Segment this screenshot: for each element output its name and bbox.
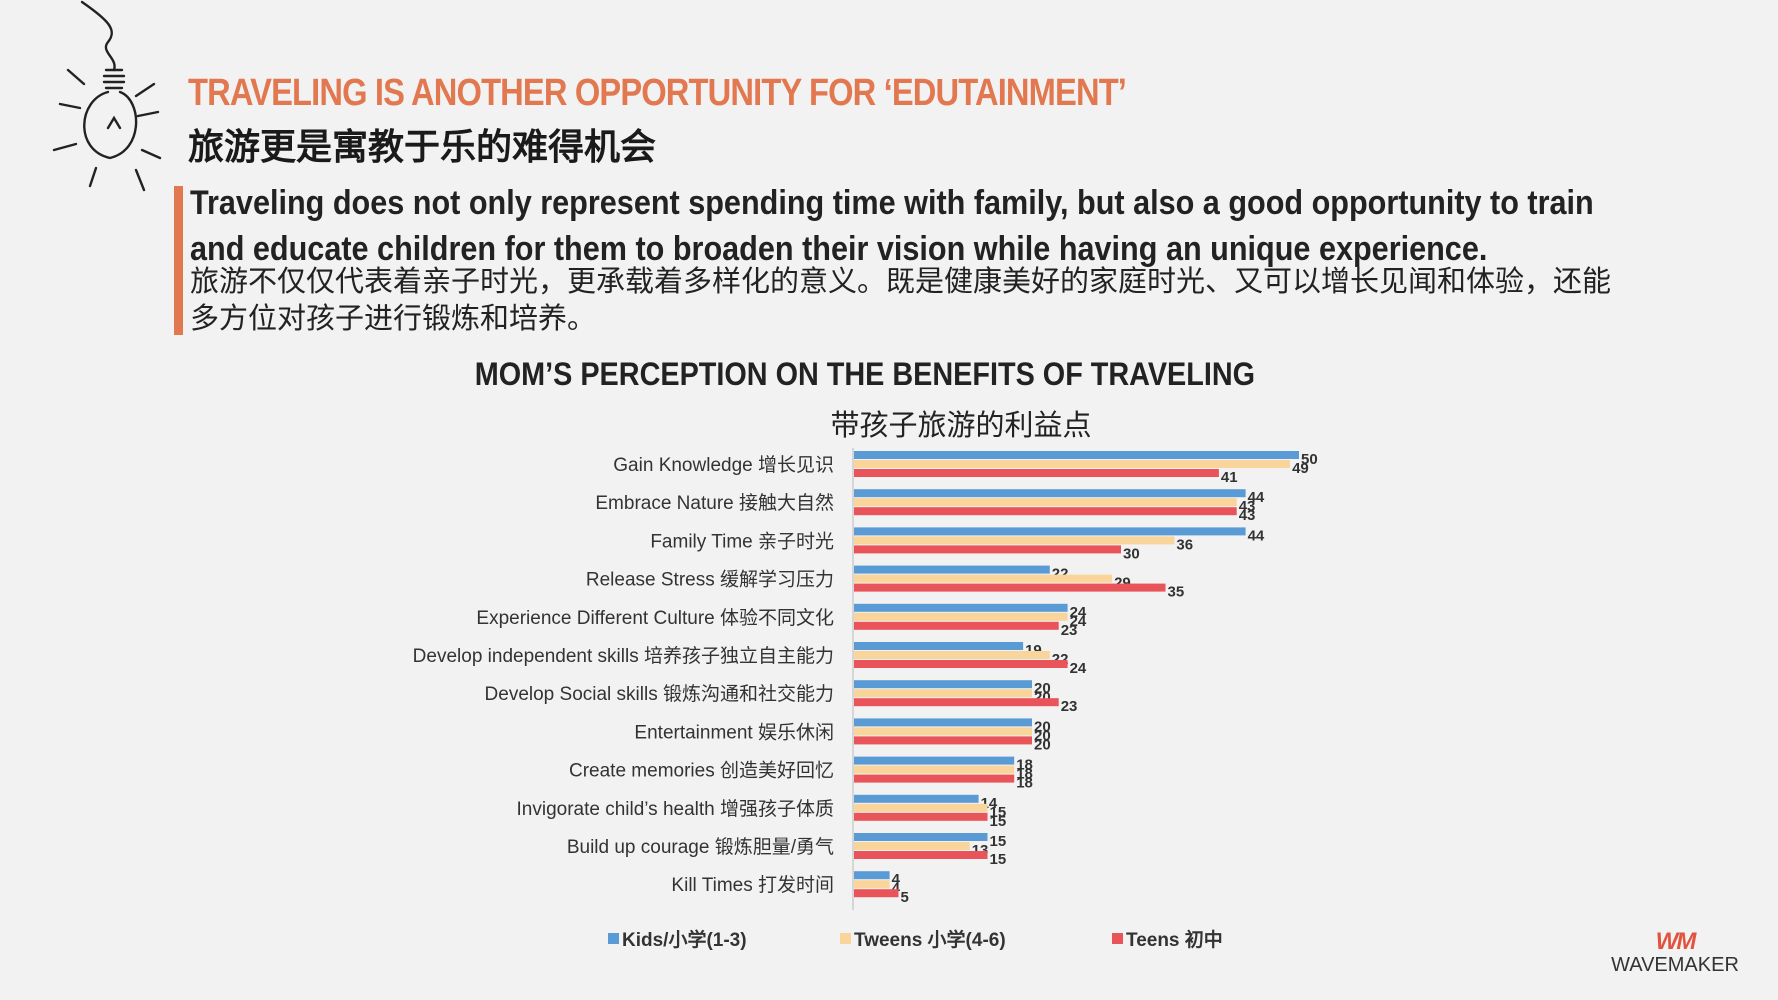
data-label: 20 (1034, 680, 1051, 697)
data-label: 15 (990, 833, 1007, 850)
bar (854, 680, 1032, 689)
data-label: 15 (990, 804, 1007, 821)
bar (854, 774, 1015, 783)
bar (854, 889, 899, 898)
bar (854, 812, 988, 821)
bar (854, 507, 1237, 516)
data-label: 24 (1070, 604, 1087, 621)
data-label: 24 (1070, 613, 1087, 630)
data-label: 49 (1292, 460, 1309, 477)
bar (854, 545, 1121, 554)
bar (854, 880, 890, 889)
bar (854, 718, 1032, 727)
data-label: 43 (1239, 507, 1256, 524)
category-label: Develop independent skills 培养孩子独立自主能力 (413, 645, 834, 667)
bar (854, 451, 1299, 459)
data-label: 5 (901, 889, 909, 906)
legend-label-tweens: Tweens 小学(4-6) (854, 930, 1006, 951)
bar (854, 871, 890, 880)
data-label: 35 (1168, 584, 1185, 601)
legend-label-kids: Kids/小学(1-3) (622, 930, 747, 951)
data-label: 24 (1070, 660, 1087, 677)
bar (854, 803, 988, 812)
data-label: 4 (892, 880, 901, 897)
data-label: 15 (990, 813, 1007, 830)
accent-bar (174, 186, 183, 335)
bar (854, 642, 1024, 650)
data-label: 20 (1034, 718, 1051, 735)
bar (854, 574, 1113, 583)
category-label: Entertainment 娱乐休闲 (634, 721, 834, 743)
legend-item-tweens: Tweens 小学(4-6) (840, 925, 1006, 952)
bar (854, 736, 1032, 745)
chart-title: MOM’S PERCEPTION ON THE BENEFITS OF TRAV… (474, 356, 1256, 392)
bar (854, 469, 1219, 477)
description-chinese: 旅游不仅仅代表着亲子时光，更承载着多样化的意义。既是健康美好的家庭时光、又可以增… (190, 266, 1612, 335)
category-label: Kill Times 打发时间 (671, 874, 834, 896)
bar (854, 756, 1015, 765)
legend-item-teens: Teens 初中 (1112, 925, 1223, 952)
data-label: 18 (1016, 757, 1033, 774)
data-label: 44 (1248, 489, 1265, 506)
category-label: Develop Social skills 锻炼沟通和社交能力 (485, 683, 834, 705)
page-title: TRAVELING IS ANOTHER OPPORTUNITY FOR ‘ED… (188, 72, 1127, 114)
bar (854, 689, 1032, 698)
legend-label-teens: Teens 初中 (1126, 930, 1223, 951)
category-label: Invigorate child’s health 增强孩子体质 (517, 798, 835, 820)
bar (854, 698, 1059, 707)
bar (854, 621, 1059, 630)
bar (854, 583, 1166, 592)
bar (854, 612, 1068, 621)
logo-text: WAVEMAKER (1611, 954, 1739, 976)
category-label: Family Time 亲子时光 (650, 530, 834, 552)
category-label: Build up courage 锻炼胆量/勇气 (567, 836, 834, 858)
category-label: Create memories 创造美好回忆 (569, 760, 834, 782)
legend-swatch-teens (1112, 933, 1123, 944)
bar (854, 489, 1246, 498)
bar (854, 527, 1246, 536)
data-label: 50 (1301, 451, 1318, 468)
logo-mark: WM (1655, 928, 1697, 955)
chart-subtitle: 带孩子旅游的利益点 (830, 410, 1092, 442)
category-label: Embrace Nature 接触大自然 (595, 492, 834, 514)
category-label: Experience Different Culture 体验不同文化 (476, 607, 834, 629)
data-label: 20 (1034, 727, 1051, 744)
data-label: 36 (1176, 536, 1193, 553)
legend-item-kids: Kids/小学(1-3) (608, 925, 747, 952)
data-label: 23 (1061, 622, 1078, 639)
data-label: 23 (1061, 698, 1078, 715)
bar (854, 536, 1175, 545)
data-label: 44 (1248, 527, 1265, 544)
bar (854, 842, 970, 850)
data-label: 18 (1016, 766, 1033, 783)
bar (854, 851, 988, 859)
bar (854, 660, 1068, 668)
description-english: Traveling does not only represent spendi… (190, 184, 1594, 268)
bar (854, 833, 988, 841)
bar (854, 565, 1050, 574)
data-label: 15 (990, 851, 1007, 868)
data-label: 4 (892, 871, 901, 888)
category-label: Gain Knowledge 增长见识 (613, 454, 834, 476)
bar (854, 727, 1032, 736)
bar (854, 765, 1015, 774)
data-label: 41 (1221, 469, 1238, 486)
legend-swatch-tweens (840, 933, 851, 944)
bar (854, 651, 1050, 659)
data-label: 18 (1016, 775, 1033, 792)
bar (854, 460, 1291, 468)
bar (854, 794, 979, 803)
wavemaker-logo: WM WAVEMAKER (1610, 928, 1740, 977)
legend-swatch-kids (608, 933, 619, 944)
data-label: 20 (1034, 736, 1051, 753)
chart-legend: Kids/小学(1-3) Tweens 小学(4-6) Teens 初中 (0, 925, 1778, 955)
data-label: 43 (1239, 498, 1256, 515)
page-title-chinese: 旅游更是寓教于乐的难得机会 (188, 126, 657, 167)
bar (854, 603, 1068, 612)
bar (854, 498, 1237, 507)
category-label: Release Stress 缓解学习压力 (586, 569, 834, 591)
data-label: 30 (1123, 545, 1140, 562)
lightbulb-icon (52, 0, 162, 192)
